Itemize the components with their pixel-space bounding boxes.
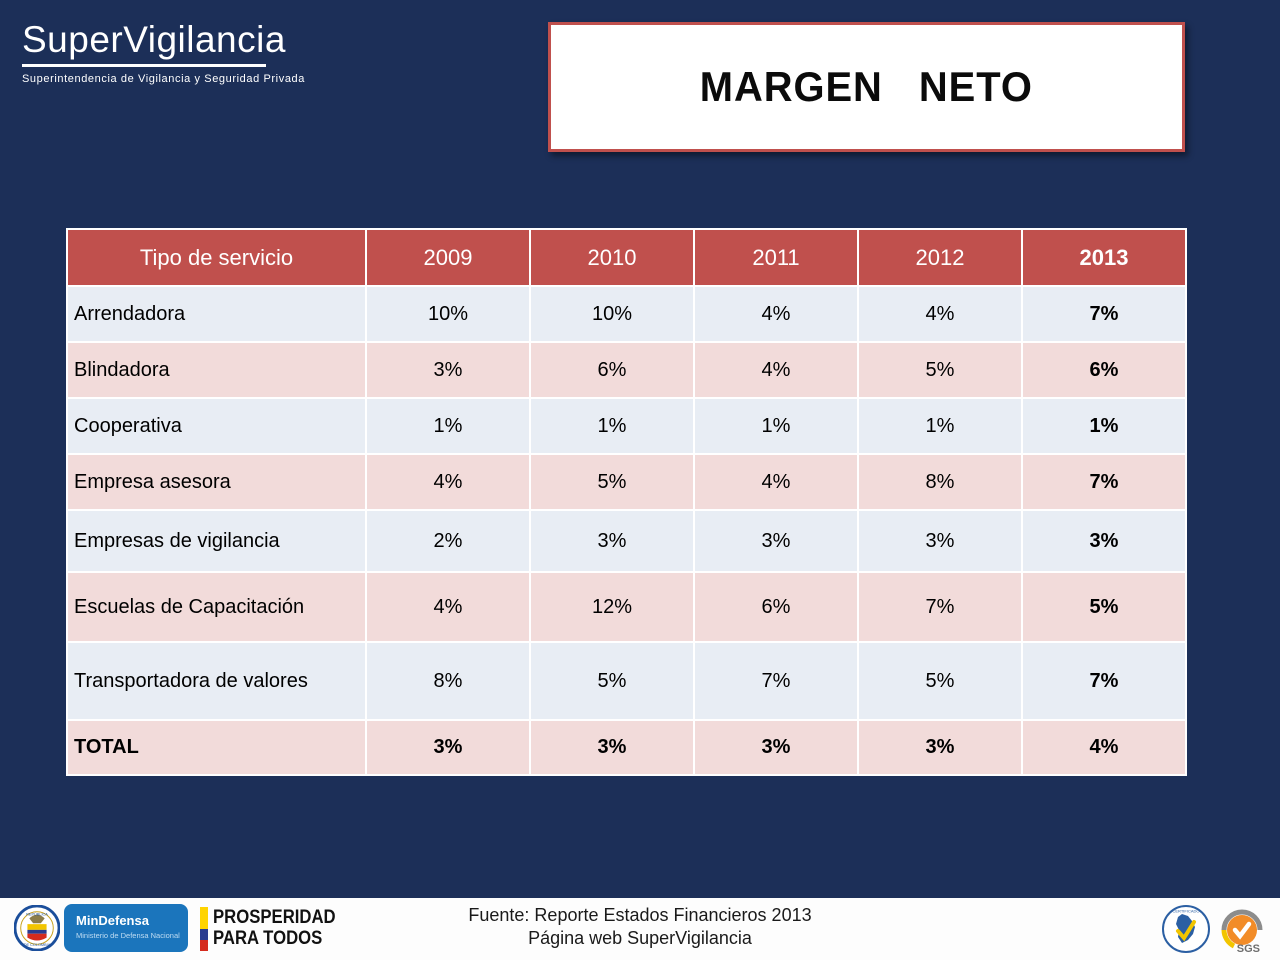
- prosperidad-logo: PROSPERIDAD PARA TODOS: [200, 907, 352, 951]
- table-row: Empresa asesora 4% 5% 4% 8% 7%: [66, 453, 1187, 511]
- row-label-cell: Empresas de vigilancia: [66, 509, 367, 573]
- row-label-cell: Blindadora: [66, 341, 367, 399]
- table-header-cell: 2013: [1021, 228, 1187, 287]
- title-box: MARGEN NETO: [548, 22, 1185, 152]
- table-wrap: Tipo de servicio 2009 2010 2011 2012 2013 Arr…: [66, 228, 1187, 776]
- table-header-cell: 2012: [857, 228, 1023, 287]
- value-cell: 5%: [529, 453, 695, 511]
- row-label-cell: Escuelas de Capacitación: [66, 571, 367, 643]
- margen-neto-table: Tipo de servicio 2009 2010 2011 2012 2013 Arr…: [66, 228, 1187, 776]
- value-cell: 1%: [857, 397, 1023, 455]
- value-cell: 5%: [529, 641, 695, 721]
- value-cell: 7%: [693, 641, 859, 721]
- value-cell: 3%: [1021, 509, 1187, 573]
- mindefensa-subtitle: Ministerio de Defensa Nacional: [76, 930, 180, 940]
- row-label-cell: Empresa asesora: [66, 453, 367, 511]
- table-row: Cooperativa 1% 1% 1% 1% 1%: [66, 397, 1187, 455]
- svg-text:CERTIFICADO: CERTIFICADO: [1172, 909, 1199, 914]
- value-cell: 4%: [1021, 719, 1187, 776]
- value-cell: 6%: [529, 341, 695, 399]
- value-cell: 3%: [693, 509, 859, 573]
- mindefensa-logo: MinDefensa Ministerio de Defensa Naciona…: [64, 904, 188, 952]
- table-row: TOTAL 3% 3% 3% 3% 4%: [66, 719, 1187, 776]
- table-row: Escuelas de Capacitación 4% 12% 6% 7% 5%: [66, 571, 1187, 643]
- value-cell: 7%: [1021, 453, 1187, 511]
- value-cell: 3%: [857, 719, 1023, 776]
- svg-text:REPÚBLICA: REPÚBLICA: [26, 912, 48, 917]
- table-row: Blindadora 3% 6% 4% 5% 6%: [66, 341, 1187, 399]
- value-cell: 1%: [365, 397, 531, 455]
- value-cell: 4%: [693, 453, 859, 511]
- value-cell: 10%: [365, 285, 531, 343]
- value-cell: 10%: [529, 285, 695, 343]
- table-row: Empresas de vigilancia 2% 3% 3% 3% 3%: [66, 509, 1187, 573]
- value-cell: 7%: [857, 571, 1023, 643]
- page-title: MARGEN NETO: [699, 63, 1034, 110]
- colombia-coat-of-arms-icon: REPÚBLICA DE COLOMBIA: [14, 905, 60, 951]
- svg-text:SGS: SGS: [1237, 943, 1260, 955]
- prosperidad-line-1: PROSPERIDAD: [213, 907, 336, 928]
- value-cell: 3%: [365, 341, 531, 399]
- value-cell: 7%: [1021, 285, 1187, 343]
- value-cell: 2%: [365, 509, 531, 573]
- value-cell: 4%: [857, 285, 1023, 343]
- value-cell: 4%: [365, 571, 531, 643]
- logo-subtitle: Superintendencia de Vigilancia y Segurid…: [22, 72, 305, 85]
- value-cell: 8%: [857, 453, 1023, 511]
- logo-title: SuperVigilancia: [22, 19, 286, 60]
- row-label-cell: Cooperativa: [66, 397, 367, 455]
- value-cell: 8%: [365, 641, 531, 721]
- value-cell: 1%: [693, 397, 859, 455]
- row-label-cell: Transportadora de valores: [66, 641, 367, 721]
- prosperidad-flag-stripe: [200, 907, 208, 951]
- table-header-row: Tipo de servicio 2009 2010 2011 2012 2013: [66, 228, 1187, 287]
- table-row: Arrendadora 10% 10% 4% 4% 7%: [66, 285, 1187, 343]
- source-text: Fuente: Reporte Estados Financieros 2013…: [0, 904, 1280, 950]
- prosperidad-text: PROSPERIDAD PARA TODOS: [213, 907, 336, 951]
- value-cell: 6%: [693, 571, 859, 643]
- value-cell: 1%: [529, 397, 695, 455]
- table-row: Transportadora de valores 8% 5% 7% 5% 7%: [66, 641, 1187, 721]
- table-header-cell: 2011: [693, 228, 859, 287]
- value-cell: 7%: [1021, 641, 1187, 721]
- source-line-2: Página web SuperVigilancia: [528, 928, 752, 948]
- value-cell: 5%: [857, 641, 1023, 721]
- value-cell: 12%: [529, 571, 695, 643]
- certification-map-badge-icon: CERTIFICADO: [1162, 905, 1210, 953]
- logo-underline: [22, 63, 266, 67]
- row-label-cell: Arrendadora: [66, 285, 367, 343]
- table-header-cell: Tipo de servicio: [66, 228, 367, 287]
- value-cell: 3%: [365, 719, 531, 776]
- mindefensa-title: MinDefensa: [76, 913, 149, 928]
- source-line-1: Fuente: Reporte Estados Financieros 2013: [468, 905, 812, 925]
- value-cell: 3%: [857, 509, 1023, 573]
- table-header-cell: 2009: [365, 228, 531, 287]
- value-cell: 4%: [365, 453, 531, 511]
- value-cell: 3%: [693, 719, 859, 776]
- footer-bar: Fuente: Reporte Estados Financieros 2013…: [0, 898, 1280, 960]
- value-cell: 4%: [693, 341, 859, 399]
- prosperidad-line-2: PARA TODOS: [213, 928, 323, 949]
- value-cell: 3%: [529, 509, 695, 573]
- value-cell: 1%: [1021, 397, 1187, 455]
- sgs-logo-icon: SGS: [1221, 909, 1263, 955]
- value-cell: 6%: [1021, 341, 1187, 399]
- svg-text:DE COLOMBIA: DE COLOMBIA: [24, 943, 51, 947]
- supervigilancia-logo: SuperVigilancia Superintendencia de Vigi…: [22, 19, 305, 85]
- row-label-cell: TOTAL: [66, 719, 367, 776]
- value-cell: 4%: [693, 285, 859, 343]
- value-cell: 5%: [857, 341, 1023, 399]
- value-cell: 5%: [1021, 571, 1187, 643]
- value-cell: 3%: [529, 719, 695, 776]
- table-header-cell: 2010: [529, 228, 695, 287]
